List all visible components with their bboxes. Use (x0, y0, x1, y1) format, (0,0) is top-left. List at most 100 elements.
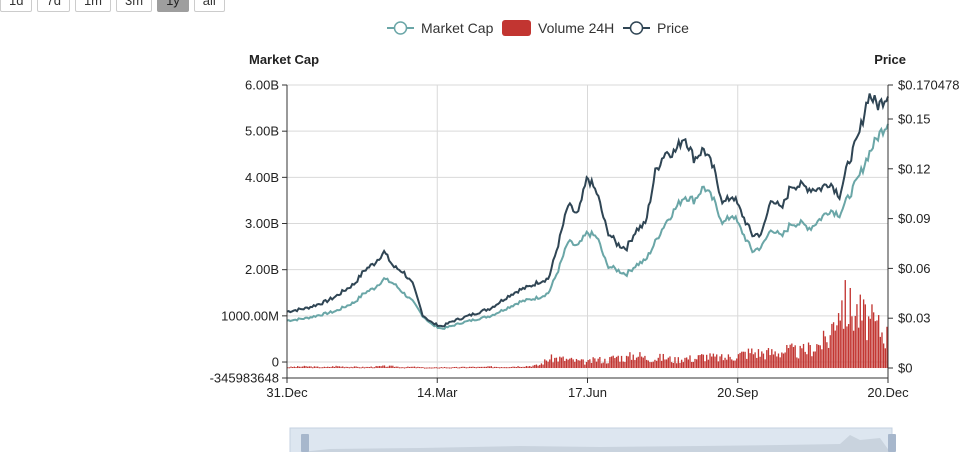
legend-price-marker (629, 21, 644, 35)
volume-bar (335, 365, 337, 369)
volume-bar (777, 353, 780, 369)
left-axis-tick-label: 1000.00M (221, 308, 279, 323)
volume-bar (796, 357, 798, 369)
legend-volume-label: Volume 24H (538, 20, 614, 36)
volume-bar (669, 356, 671, 369)
volume-bar (687, 359, 690, 369)
range-7d-button[interactable]: 7d (37, 0, 70, 12)
legend-item-price[interactable]: Price (623, 20, 689, 36)
volume-bar (607, 363, 609, 369)
volume-bar (701, 354, 703, 369)
volume-bar (423, 367, 426, 369)
volume-bar (685, 357, 688, 369)
volume-bar (458, 367, 461, 369)
volume-bar (874, 321, 876, 369)
volume-bar (582, 359, 584, 369)
volume-bar (614, 358, 616, 369)
volume-bar (527, 366, 529, 369)
range-1d-button[interactable]: 1d (0, 0, 33, 12)
volume-bar (554, 357, 556, 369)
volume-bar (482, 366, 484, 369)
volume-bar (822, 330, 825, 369)
volume-bar (684, 357, 686, 369)
volume-bar (774, 351, 776, 369)
volume-bar (310, 366, 312, 369)
volume-bar (620, 355, 623, 369)
volume-bar (784, 352, 786, 369)
range-3m-button[interactable]: 3m (116, 0, 153, 12)
volume-bar (789, 344, 791, 369)
range-1m-button[interactable]: 1m (74, 0, 111, 12)
volume-bar (712, 353, 715, 369)
volume-bar (762, 353, 765, 369)
volume-bar (519, 366, 521, 369)
volume-bar (550, 354, 553, 369)
volume-bar (544, 359, 546, 369)
volume-bar (547, 361, 549, 369)
legend-item-volume[interactable]: Volume 24H (502, 20, 614, 36)
volume-bar (812, 351, 815, 369)
volume-bar (375, 365, 377, 369)
volume-bar (856, 304, 858, 369)
volume-bar (555, 357, 558, 369)
volume-bar (293, 366, 296, 369)
volume-bar (483, 366, 486, 369)
volume-bar (417, 366, 419, 369)
volume-bar (832, 322, 835, 369)
volume-bar (327, 366, 329, 369)
volume-bar (325, 366, 327, 369)
volume-bar (834, 330, 836, 369)
volume-bar (675, 363, 678, 369)
volume-bar (462, 366, 464, 369)
volume-bar (744, 351, 746, 369)
volume-bar (353, 366, 356, 369)
volume-bar (644, 355, 646, 369)
volume-bar (435, 367, 437, 369)
volume-bar (794, 345, 796, 369)
volume-bar (495, 366, 498, 369)
volume-bar (517, 366, 519, 369)
volume-bar (877, 315, 880, 369)
data-zoom-slider[interactable] (289, 427, 896, 452)
grid-lines (286, 84, 889, 378)
volume-bar (567, 359, 569, 369)
volume-bar (746, 358, 748, 369)
volume-bar (520, 366, 523, 369)
volume-bar (747, 348, 750, 369)
volume-bar (448, 367, 451, 369)
volume-bar (717, 361, 720, 369)
x-axis-tick-label: 31.Dec (266, 385, 308, 400)
volume-bar (722, 360, 725, 369)
volume-bar (317, 366, 319, 369)
volume-bar (602, 362, 604, 369)
zoom-handle-right[interactable] (888, 434, 896, 452)
volume-bar (792, 347, 795, 369)
volume-bar (328, 366, 331, 369)
volume-bar (645, 359, 648, 369)
volume-bar (776, 356, 778, 369)
zoom-handle-left[interactable] (301, 434, 309, 452)
volume-bar (797, 358, 800, 369)
volume-bar (398, 367, 401, 369)
volume-bar (756, 357, 758, 369)
volume-bar (862, 299, 865, 369)
volume-bar (639, 352, 641, 369)
volume-bar (393, 366, 396, 369)
volume-bar (507, 367, 509, 369)
volume-bar (487, 366, 489, 369)
volume-bar (699, 355, 701, 369)
volume-bar (704, 361, 706, 369)
volume-bar (383, 365, 386, 369)
legend-item-market-cap[interactable]: Market Cap (387, 20, 494, 36)
volume-bar (872, 312, 875, 369)
volume-bar (781, 352, 783, 369)
volume-bar (499, 367, 501, 369)
volume-bar (535, 364, 538, 369)
range-1y-button[interactable]: 1y (157, 0, 189, 12)
chart-legend: Market Cap Volume 24H Price (387, 20, 689, 36)
volume-bar (473, 366, 476, 369)
volume-bar (674, 357, 676, 369)
range-all-button[interactable]: all (193, 0, 225, 12)
volume-bar (373, 367, 376, 369)
